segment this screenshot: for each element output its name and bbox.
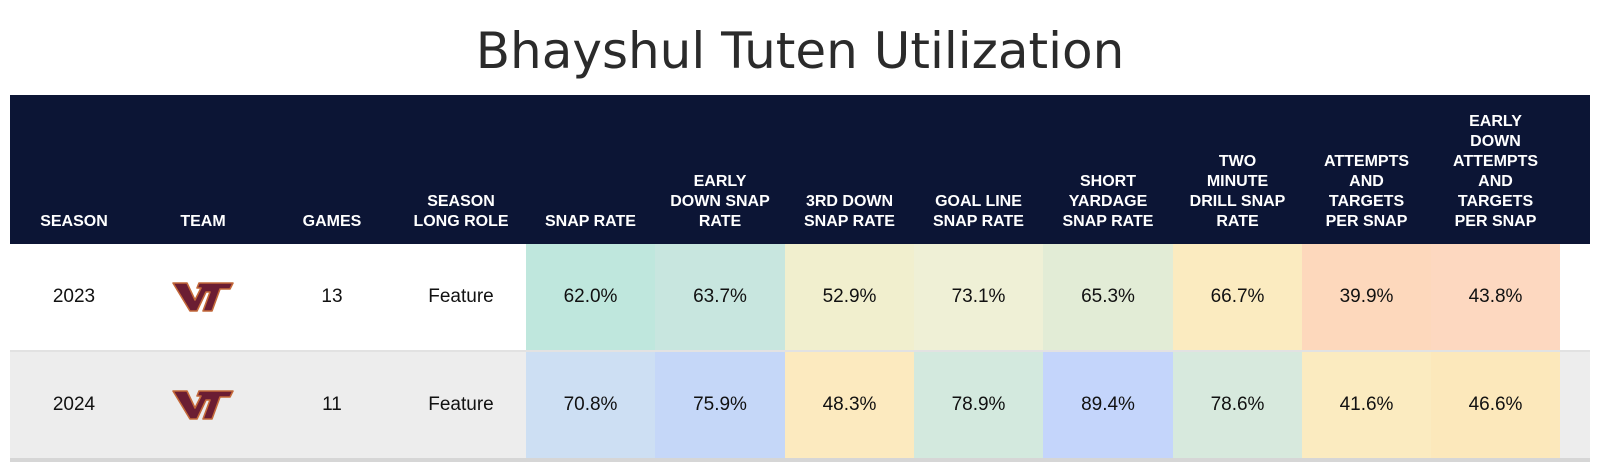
stat-cell: 63.7% [655, 244, 785, 350]
table-row: 2024 11 Feature 70.8% 75.9% 48.3% 78.9% 89.4% 78… [10, 350, 1590, 458]
column-header-label: SEASON LONG ROLE [413, 193, 509, 230]
column-header: 3RD DOWN SNAP RATE [785, 95, 914, 244]
role-cell: Feature [428, 286, 494, 307]
column-header-label: SNAP RATE [545, 213, 636, 230]
column-header: EARLY DOWN SNAP RATE [655, 95, 785, 244]
season-cell: 2023 [52, 286, 96, 307]
stat-cell: 41.6% [1302, 352, 1431, 458]
games-cell: 13 [321, 286, 343, 307]
column-header: GOAL LINE SNAP RATE [914, 95, 1043, 244]
column-header-label: SEASON [40, 213, 108, 230]
column-header-label: EARLY DOWN ATTEMPTS AND TARGETS PER SNAP [1452, 113, 1539, 230]
column-header: ATTEMPTS AND TARGETS PER SNAP [1302, 95, 1431, 244]
column-header: SEASON [10, 95, 138, 244]
team-cell [138, 244, 268, 350]
season-cell: 2024 [52, 394, 96, 415]
stat-cell: 62.0% [526, 244, 655, 350]
column-header: TWO MINUTE DRILL SNAP RATE [1173, 95, 1302, 244]
role-cell: Feature [428, 394, 494, 415]
column-header: SEASON LONG ROLE [396, 95, 526, 244]
stat-cell: 43.8% [1431, 244, 1560, 350]
column-header-label: TEAM [180, 213, 226, 230]
column-header-label: GOAL LINE SNAP RATE [933, 193, 1024, 230]
table-row: 2023 13 Feature 62.0% 63.7% 52.9% 73.1% 65.3% 66… [10, 244, 1590, 350]
stat-cell: 52.9% [785, 244, 914, 350]
column-header-label: EARLY DOWN SNAP RATE [670, 173, 770, 230]
stat-cell: 46.6% [1431, 352, 1560, 458]
stat-cell: 70.8% [526, 352, 655, 458]
stat-cell: 66.7% [1173, 244, 1302, 350]
column-header: SHORT YARDAGE SNAP RATE [1043, 95, 1173, 244]
column-header: EARLY DOWN ATTEMPTS AND TARGETS PER SNAP [1431, 95, 1560, 244]
stat-cell: 75.9% [655, 352, 785, 458]
column-header: TEAM [138, 95, 268, 244]
stat-cell: 48.3% [785, 352, 914, 458]
column-header: GAMES [268, 95, 396, 244]
column-header-label: 3RD DOWN SNAP RATE [804, 193, 895, 230]
table-bottom-border [10, 458, 1590, 462]
stat-cell: 39.9% [1302, 244, 1431, 350]
page-title: Bhayshul Tuten Utilization [475, 22, 1125, 80]
column-header-label: GAMES [302, 213, 362, 230]
column-header-label: TWO MINUTE DRILL SNAP RATE [1189, 153, 1286, 230]
column-header: SNAP RATE [526, 95, 655, 244]
column-header-label: SHORT YARDAGE SNAP RATE [1062, 173, 1154, 230]
games-cell: 11 [322, 394, 342, 415]
stat-cell: 78.9% [914, 352, 1043, 458]
utilization-table: SEASON TEAM GAMES SEASON LONG ROLE SNAP RATE… [10, 95, 1590, 462]
table-body: 2023 13 Feature 62.0% 63.7% 52.9% 73.1% 65.3% 66… [10, 244, 1590, 458]
table-header: SEASON TEAM GAMES SEASON LONG ROLE SNAP RATE… [10, 95, 1590, 244]
team-cell [138, 352, 268, 458]
vt-logo-icon [172, 390, 234, 420]
column-header-label: ATTEMPTS AND TARGETS PER SNAP [1323, 153, 1410, 230]
vt-logo-icon [172, 282, 234, 312]
stat-cell: 78.6% [1173, 352, 1302, 458]
stat-cell: 65.3% [1043, 244, 1173, 350]
stat-cell: 89.4% [1043, 352, 1173, 458]
stat-cell: 73.1% [914, 244, 1043, 350]
